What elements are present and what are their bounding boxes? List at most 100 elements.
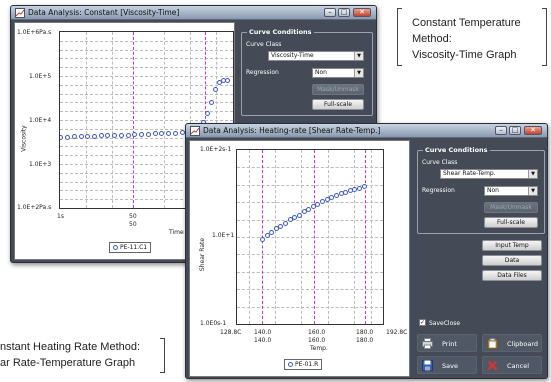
y-axis-title: Viscosity	[20, 125, 28, 152]
guide-line	[365, 150, 367, 324]
maximize-button[interactable]: □	[338, 8, 350, 17]
data-point	[301, 209, 307, 215]
chevron-down-icon: ▼	[354, 52, 363, 60]
close-button[interactable]: ✕	[524, 126, 542, 135]
y-tick-label: 1.0E+6Pa.s	[17, 29, 52, 36]
window-titlebar[interactable]: Data Analysis: Constant [Viscosity-Time]…	[11, 6, 376, 20]
annotation-bracket-left	[397, 8, 402, 66]
shear-rate-plot-area[interactable]	[236, 149, 384, 325]
regression-label: Regression	[422, 187, 455, 194]
data-point	[85, 133, 91, 139]
data-point	[71, 134, 77, 140]
annotation-bracket-right	[542, 8, 547, 66]
data-point	[166, 131, 172, 136]
x-tick-label: 140.0	[254, 337, 272, 344]
data-point	[159, 131, 165, 137]
chart-app-icon	[15, 8, 25, 18]
print-label: Print	[442, 340, 457, 348]
clipboard-label: Clipboard	[507, 340, 539, 348]
input-temp-button[interactable]: Input Temp	[482, 240, 542, 251]
data-point	[269, 229, 275, 235]
data-point	[333, 193, 339, 198]
save-label: Save	[442, 362, 458, 370]
x-tick-label: 180.0	[356, 329, 374, 336]
regression-select[interactable]: Non ▼	[484, 186, 538, 196]
shear-rate-chart-frame: 1.0E+2s-1 1.0E+1 1.0E0s-1 Shear Rate 128…	[189, 140, 410, 377]
legend-label: PE-01.R	[295, 361, 319, 368]
data-point	[92, 133, 97, 139]
chevron-down-icon: ▼	[528, 170, 537, 178]
data-point	[225, 77, 231, 83]
regression-select[interactable]: Non ▼	[312, 68, 364, 78]
guide-line	[205, 32, 207, 208]
guide-line	[132, 32, 134, 208]
y-tick-label: 1.0E+1	[212, 232, 235, 239]
chevron-down-icon: ▼	[354, 69, 363, 77]
minimize-button[interactable]: –	[324, 8, 336, 17]
data-point	[292, 214, 298, 220]
chevron-down-icon: ▼	[528, 187, 537, 195]
data-point	[105, 133, 111, 139]
curve-class-select[interactable]: Shear Rate-Temp. ▼	[440, 169, 538, 179]
data-files-button[interactable]: Data Files	[482, 270, 542, 281]
data-point	[60, 134, 64, 140]
data-point	[112, 133, 118, 138]
clipboard-button[interactable]: Clipboard	[482, 334, 542, 352]
x-tick-label: 160.0	[308, 329, 326, 336]
save-close-label: SaveClose	[429, 320, 461, 327]
y-tick-label: 1.0E+3	[29, 161, 52, 168]
curve-conditions-panel: Curve Conditions Curve Class Shear Rate-…	[417, 146, 545, 234]
y-tick-label: 1.0E+2Pa.s	[17, 204, 52, 211]
print-button[interactable]: Print	[417, 334, 477, 352]
full-scale-button[interactable]: Full-scale	[312, 99, 364, 110]
annotation-text-line1: nstant Heating Rate Method:	[0, 341, 141, 353]
x-tick-label: 50	[129, 213, 137, 220]
data-point	[118, 132, 124, 138]
window-title: Data Analysis: Heating-rate [Shear Rate-…	[203, 126, 381, 135]
data-button[interactable]: Data	[482, 255, 542, 266]
data-point	[264, 233, 270, 239]
maximize-button[interactable]: □	[509, 126, 521, 135]
x-tick-label: 180.0	[356, 337, 374, 344]
save-button[interactable]: Save	[417, 356, 477, 374]
data-point	[278, 223, 284, 229]
mask-unmask-button[interactable]: Mask/Unmask	[484, 202, 538, 213]
x-axis-title: Time	[169, 229, 184, 236]
annotation-text-line3: Viscosity-Time Graph	[412, 49, 517, 61]
regression-value: Non	[315, 69, 327, 76]
annotation-bracket-right	[160, 338, 165, 373]
curve-class-select[interactable]: Viscosity-Time ▼	[268, 51, 364, 61]
data-point	[324, 197, 330, 203]
data-point	[132, 132, 138, 138]
panel-title: Curve Conditions	[247, 28, 314, 36]
annotation-text-line2: ar Rate-Temperature Graph	[0, 357, 136, 369]
y-axis-title: Shear Rate	[199, 237, 207, 272]
y-tick-label: 1.0E+4	[29, 117, 52, 124]
cancel-button[interactable]: Cancel	[482, 356, 542, 374]
window-titlebar[interactable]: Data Analysis: Heating-rate [Shear Rate-…	[186, 124, 547, 138]
x-tick-label: 160.0	[308, 337, 326, 344]
save-close-checkbox[interactable]: ✓	[419, 319, 426, 326]
guide-line	[314, 150, 316, 324]
x-tick-label: 192.8C	[386, 329, 408, 336]
full-scale-button[interactable]: Full-scale	[484, 217, 538, 228]
y-tick-label: 1.0E+5	[29, 73, 52, 80]
window-title: Data Analysis: Constant [Viscosity-Time]	[28, 8, 180, 17]
panel-title: Curve Conditions	[423, 146, 490, 154]
minimize-button[interactable]: –	[495, 126, 507, 135]
printer-icon	[422, 338, 433, 349]
data-point	[347, 188, 353, 194]
data-point	[296, 212, 302, 218]
data-point	[78, 134, 84, 140]
x-tick-label: 140.0	[254, 329, 272, 336]
mask-unmask-button[interactable]: Mask/Unmask	[312, 84, 364, 95]
data-point	[273, 226, 279, 232]
y-tick-label: 1.0E0s-1	[200, 320, 227, 327]
floppy-disk-icon	[422, 360, 433, 371]
close-button[interactable]: ✕	[353, 8, 371, 17]
data-point	[357, 185, 363, 191]
legend-marker	[113, 245, 118, 250]
data-point	[152, 131, 158, 137]
data-point	[65, 134, 71, 140]
data-point	[172, 130, 178, 136]
